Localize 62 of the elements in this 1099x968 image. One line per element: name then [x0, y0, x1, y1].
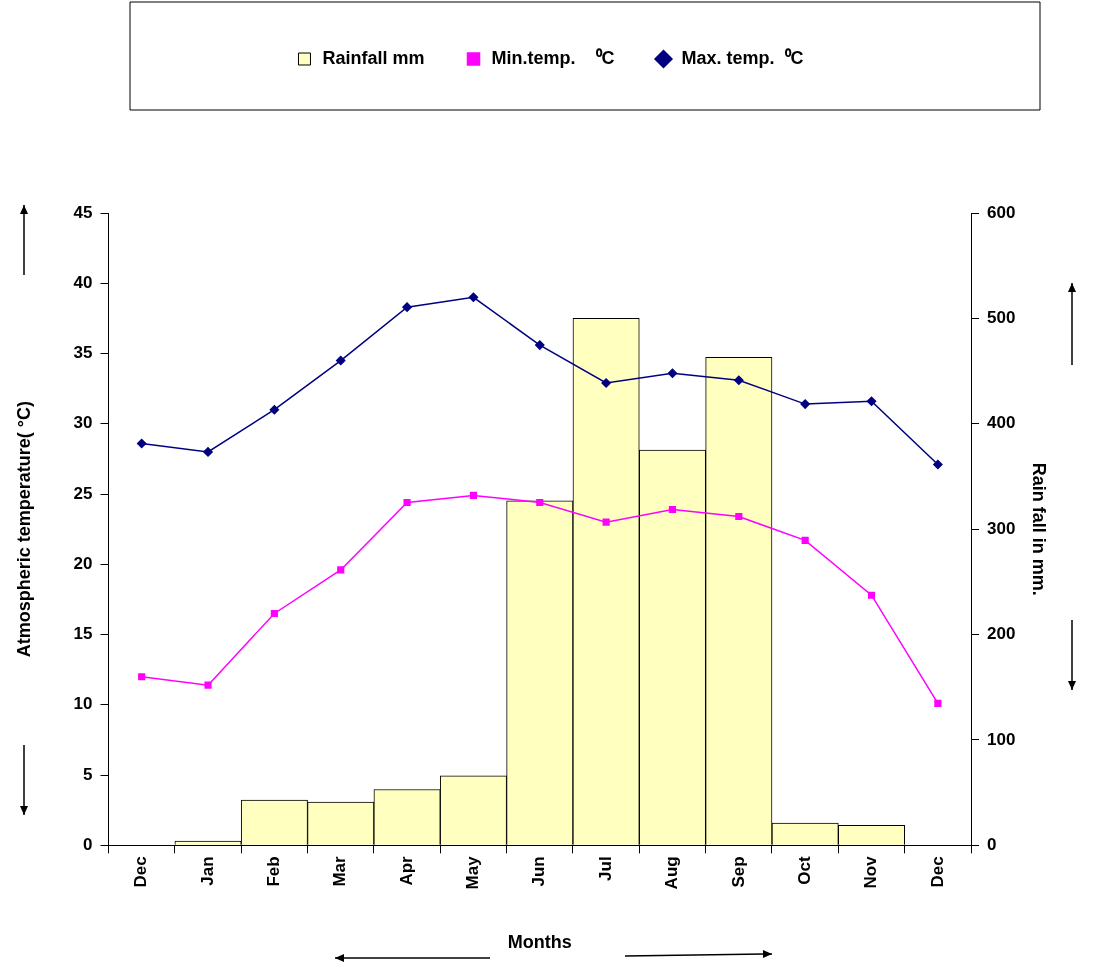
y2-tick-label: 200	[987, 624, 1016, 644]
point	[867, 591, 876, 599]
point	[734, 375, 744, 385]
x-tick-label: Dec	[131, 856, 151, 888]
legend-label: Min.temp. ⁰C	[491, 47, 615, 68]
point	[800, 399, 810, 409]
x-tick-label: Mar	[330, 855, 350, 887]
y-tick-label: 20	[73, 553, 93, 573]
x-axis-title: Months	[507, 932, 572, 953]
point	[866, 396, 877, 407]
x-tick-label: Nov	[861, 855, 881, 889]
point	[933, 459, 943, 470]
x-tick-label: Apr	[396, 855, 416, 886]
y2-tick-label: 0	[987, 835, 997, 855]
point	[535, 340, 545, 350]
point	[136, 438, 147, 449]
point	[934, 699, 942, 707]
point	[801, 536, 809, 544]
point	[735, 512, 743, 521]
point	[469, 491, 477, 500]
y2-tick-label: 500	[987, 308, 1016, 328]
y2-axis-title: Rain fall in mm.	[1029, 462, 1050, 596]
x-tick-label: Oct	[794, 856, 814, 885]
point	[138, 673, 146, 681]
x-tick-label: Jan	[197, 856, 217, 886]
y-tick-label: 45	[73, 202, 93, 222]
y-tick-label: 15	[73, 624, 93, 644]
point	[602, 518, 610, 526]
x-tick-label: Jun	[529, 856, 549, 887]
point	[337, 566, 345, 574]
y-tick-label: 10	[73, 694, 93, 714]
y2-tick-label: 400	[987, 413, 1016, 433]
x-tick-label: Aug	[662, 856, 682, 890]
legend-label: Max. temp. ⁰C	[681, 47, 804, 68]
y-tick-label: 5	[83, 764, 93, 784]
x-tick-label: Jul	[595, 856, 615, 881]
point	[668, 505, 677, 514]
y-axis-title: Atmospheric temperature( °C)	[13, 401, 34, 658]
y2-tick-label: 100	[987, 729, 1016, 749]
y-tick-label: 35	[73, 343, 93, 363]
point	[270, 609, 278, 618]
y2-tick-label: 300	[987, 518, 1016, 538]
point	[203, 447, 213, 457]
x-tick-label: Sep	[728, 856, 748, 888]
y-tick-label: 25	[73, 483, 93, 503]
point	[601, 378, 611, 388]
point	[667, 368, 678, 378]
y-tick-label: 0	[83, 835, 93, 855]
legend-label: Rainfall mm	[322, 47, 425, 68]
y2-tick-label: 600	[987, 202, 1016, 222]
point	[536, 498, 544, 507]
x-tick-label: Feb	[264, 856, 284, 887]
point	[204, 681, 212, 689]
x-tick-label: Dec	[927, 856, 947, 888]
x-tick-label: May	[463, 855, 483, 890]
point	[468, 292, 479, 303]
y-tick-label: 40	[73, 272, 93, 292]
point	[335, 355, 346, 366]
point	[402, 302, 412, 312]
point	[403, 498, 411, 507]
y-tick-label: 30	[73, 413, 93, 433]
point	[269, 404, 280, 415]
